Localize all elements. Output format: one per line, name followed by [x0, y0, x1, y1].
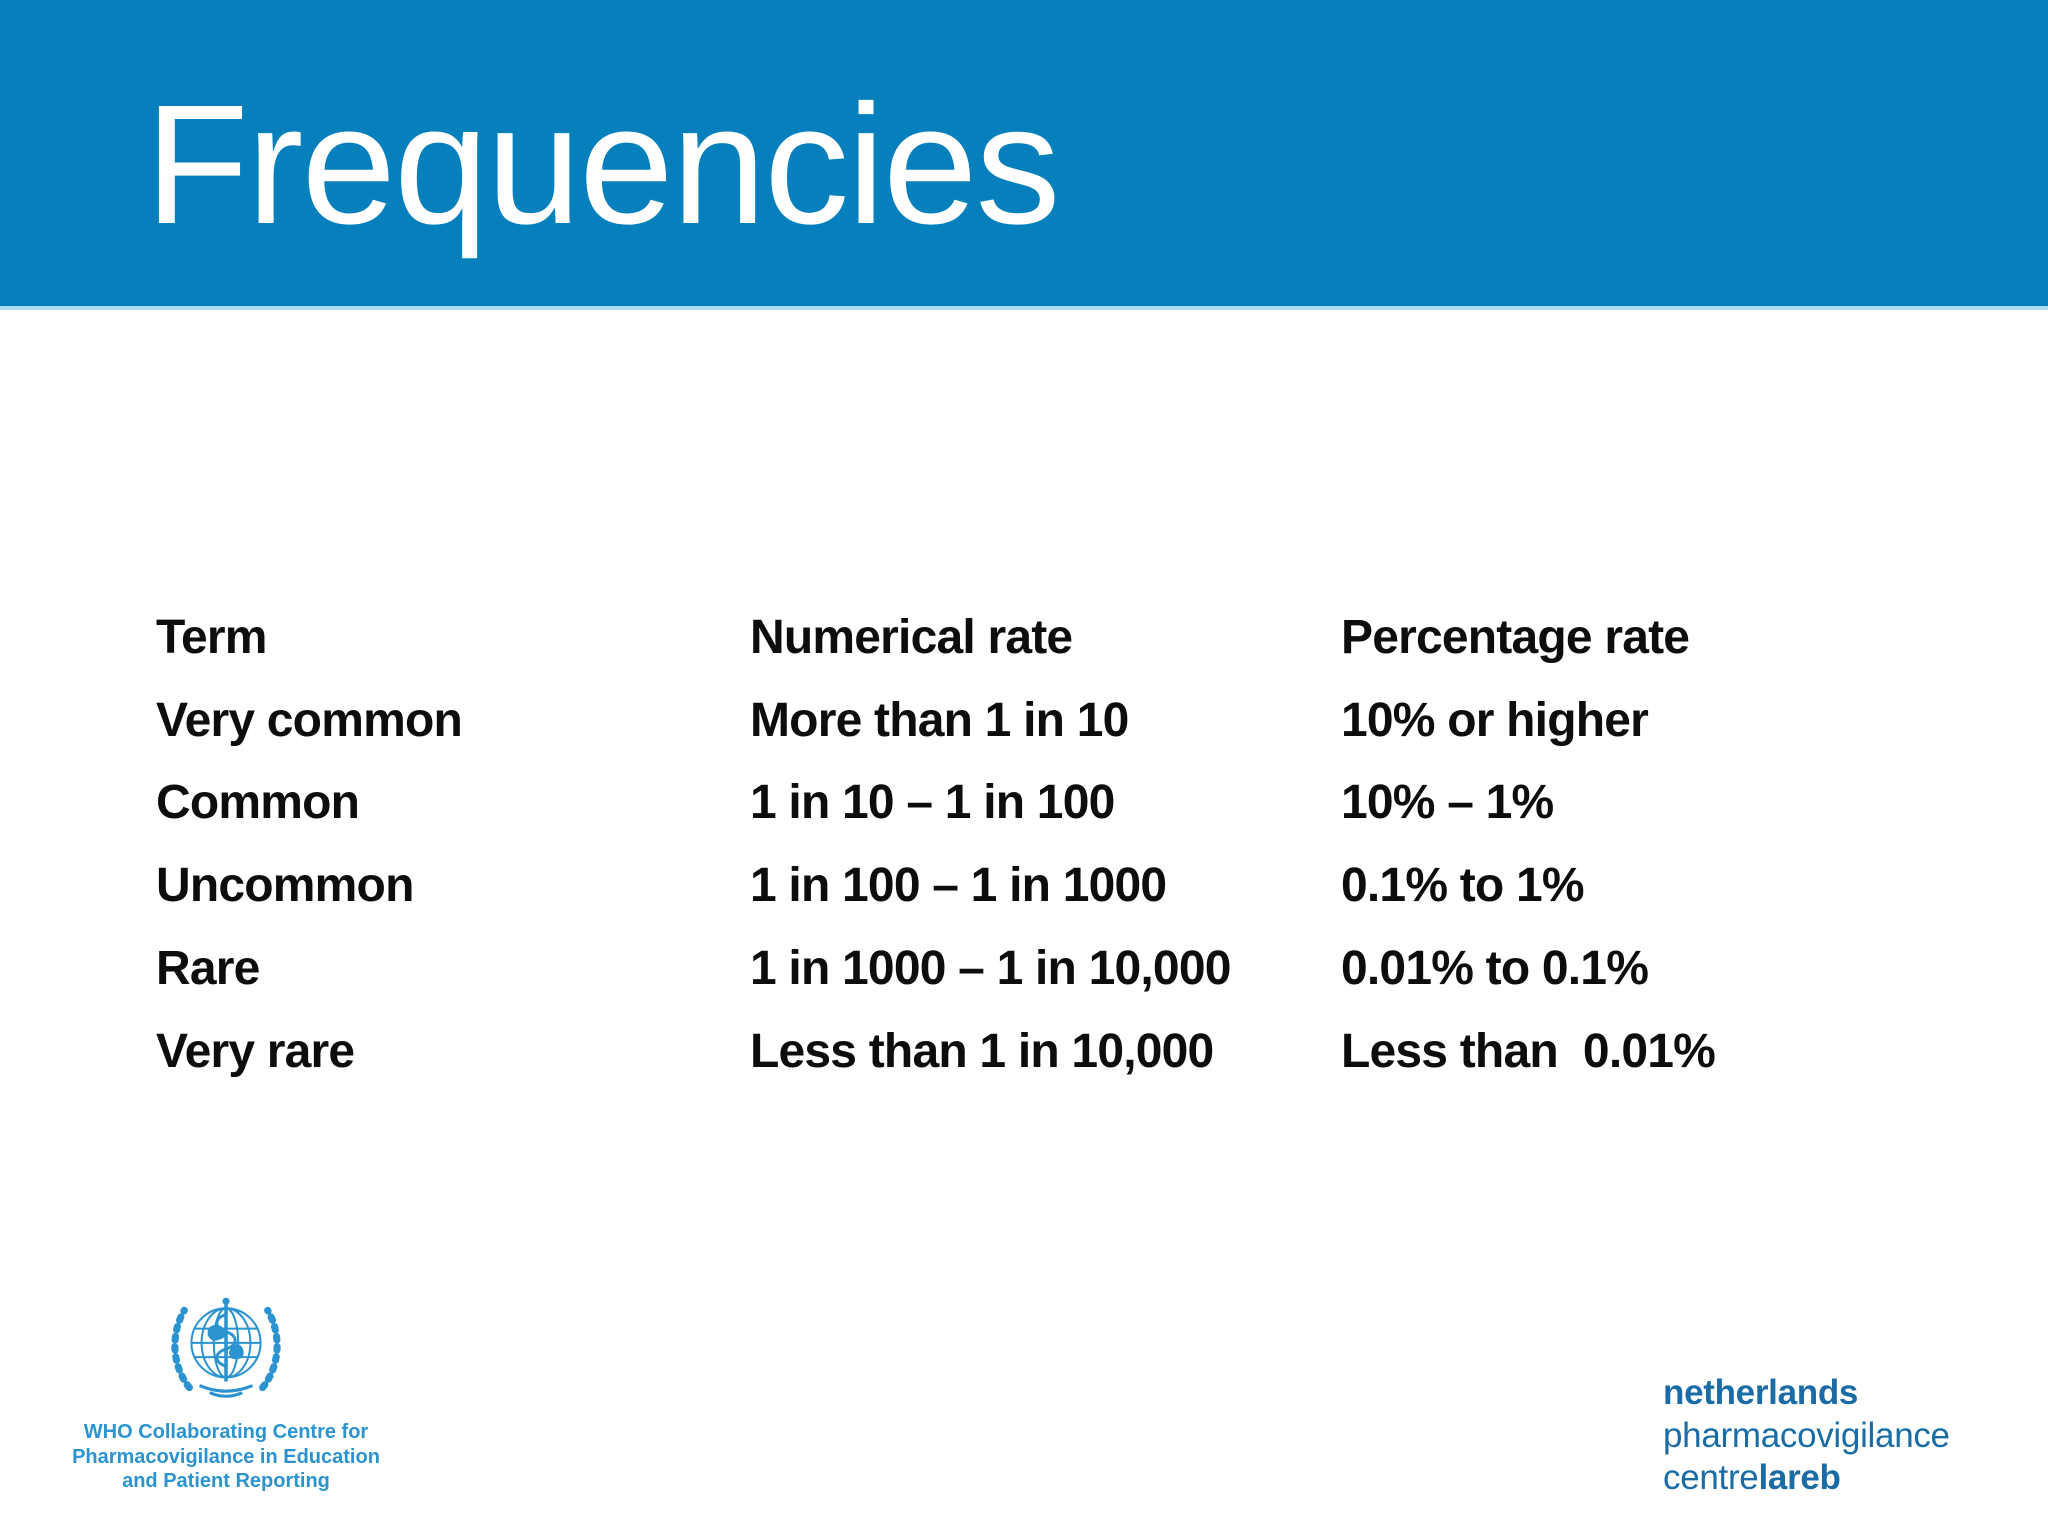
table-header-term: Term	[156, 611, 267, 664]
table-cell-numerical: 1 in 1000 – 1 in 10,000	[750, 941, 1231, 995]
table-cell-term: Rare	[156, 941, 260, 995]
table-cell-term: Uncommon	[156, 859, 414, 913]
lareb-logo-line1: netherlands	[1663, 1373, 1859, 1412]
who-emblem-icon	[171, 1297, 281, 1398]
page-title: Frequencies	[145, 70, 1060, 260]
table-cell-percentage: 10% or higher	[1341, 693, 1649, 747]
lareb-logo-line2: pharmacovigilance	[1663, 1415, 1950, 1455]
who-caption-line: Pharmacovigilance in Education	[72, 1445, 380, 1468]
lareb-logo-line3: centrelareb	[1663, 1457, 1950, 1500]
table-header-numerical: Numerical rate	[750, 611, 1073, 664]
who-logo-block: WHO Collaborating Centre for Pharmacovig…	[40, 1292, 412, 1494]
table-cell-percentage: 0.01% to 0.1%	[1341, 941, 1649, 995]
lareb-logo-centre: centre	[1663, 1458, 1759, 1497]
table-cell-term: Common	[156, 776, 360, 830]
table-cell-percentage: 10% – 1%	[1341, 776, 1554, 830]
lareb-logo-lareb: lareb	[1758, 1458, 1841, 1497]
table-header-percentage: Percentage rate	[1341, 611, 1690, 664]
table-cell-numerical: More than 1 in 10	[750, 693, 1129, 747]
table-cell-numerical: 1 in 100 – 1 in 1000	[750, 859, 1167, 913]
frequency-table: Term Numerical rate Percentage rate Very…	[156, 597, 1716, 1093]
table-cell-term: Very rare	[156, 1024, 355, 1078]
lareb-logo-block: netherlands pharmacovigilance centrelare…	[1663, 1372, 1950, 1500]
table-cell-percentage: Less than 0.01%	[1341, 1024, 1716, 1078]
table-cell-term: Very common	[156, 693, 463, 747]
who-caption-line: WHO Collaborating Centre for	[83, 1421, 369, 1443]
table-cell-numerical: 1 in 10 – 1 in 100	[750, 776, 1115, 830]
header-band	[0, 0, 2048, 310]
table-cell-numerical: Less than 1 in 10,000	[750, 1024, 1214, 1078]
who-caption-line: and Patient Reporting	[122, 1470, 330, 1492]
table-cell-percentage: 0.1% to 1%	[1341, 859, 1585, 913]
